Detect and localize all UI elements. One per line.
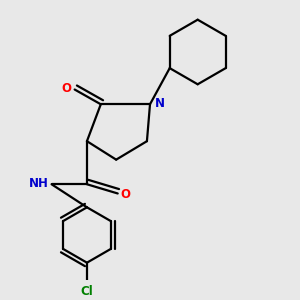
Text: N: N	[154, 97, 165, 110]
Text: Cl: Cl	[81, 285, 93, 298]
Text: O: O	[121, 188, 131, 201]
Text: O: O	[61, 82, 72, 95]
Text: NH: NH	[28, 177, 49, 190]
